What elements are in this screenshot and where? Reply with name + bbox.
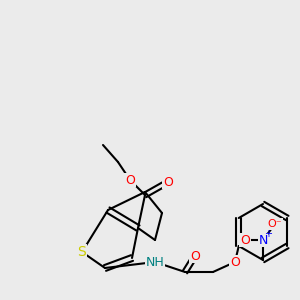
Text: O: O	[125, 173, 135, 187]
Text: S: S	[78, 245, 86, 259]
Text: O⁻: O⁻	[268, 219, 282, 229]
Text: O: O	[230, 256, 240, 268]
Text: O: O	[240, 233, 250, 247]
Text: O: O	[163, 176, 173, 188]
Text: +: +	[264, 229, 272, 239]
Text: NH: NH	[146, 256, 164, 268]
Text: N: N	[258, 233, 268, 247]
Text: O: O	[190, 250, 200, 262]
